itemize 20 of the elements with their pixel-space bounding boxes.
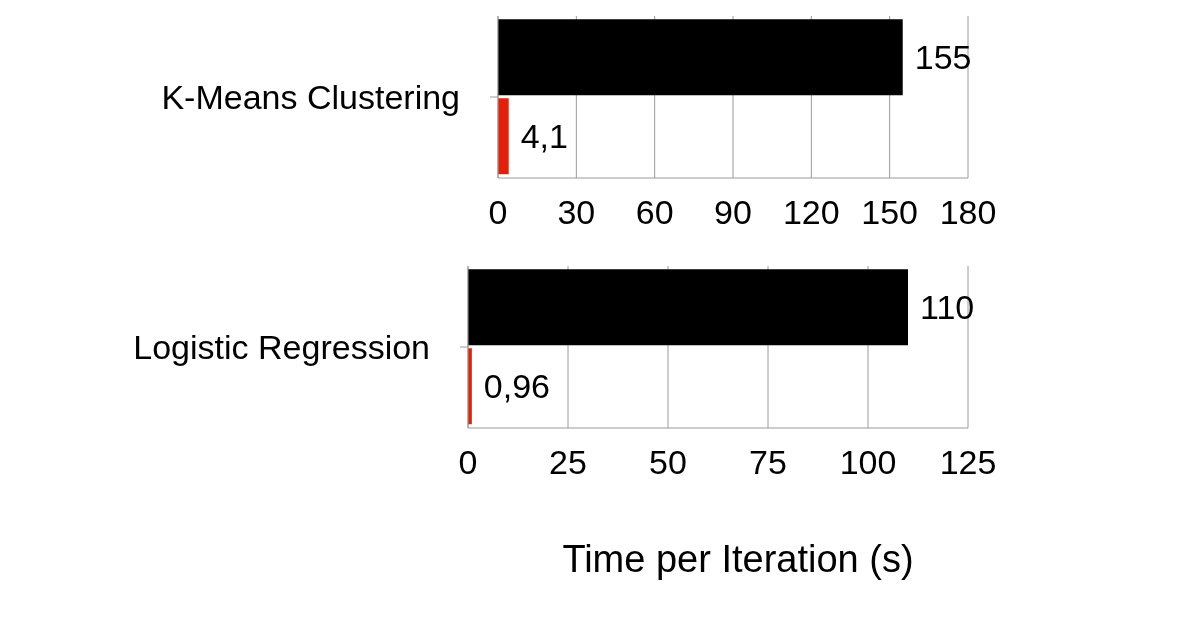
x-tick-label: 120 bbox=[782, 193, 840, 232]
x-tick-label: 0 bbox=[458, 443, 478, 482]
y-tick-label: K-Means Clustering bbox=[161, 78, 460, 117]
y-tick-label: Logistic Regression bbox=[133, 328, 430, 367]
x-tick-label: 90 bbox=[714, 193, 752, 232]
x-tick-label: 180 bbox=[939, 193, 997, 232]
data-label: 110 bbox=[920, 288, 975, 327]
data-label: 155 bbox=[914, 38, 972, 77]
x-tick-label: 50 bbox=[649, 443, 687, 482]
x-tick-label: 0 bbox=[488, 193, 508, 232]
data-label: 0,96 bbox=[483, 367, 551, 406]
x-tick-label: 150 bbox=[861, 193, 919, 232]
x-tick-label: 30 bbox=[557, 193, 596, 232]
x-tick-label: 125 bbox=[939, 443, 997, 482]
x-tick-label: 60 bbox=[635, 193, 674, 232]
x-tick-label: 25 bbox=[549, 443, 587, 482]
x-tick-label: 75 bbox=[749, 443, 787, 482]
data-label: 4,1 bbox=[520, 117, 568, 156]
x-axis-title: Time per Iteration (s) bbox=[561, 538, 915, 581]
x-tick-label: 100 bbox=[839, 443, 897, 482]
